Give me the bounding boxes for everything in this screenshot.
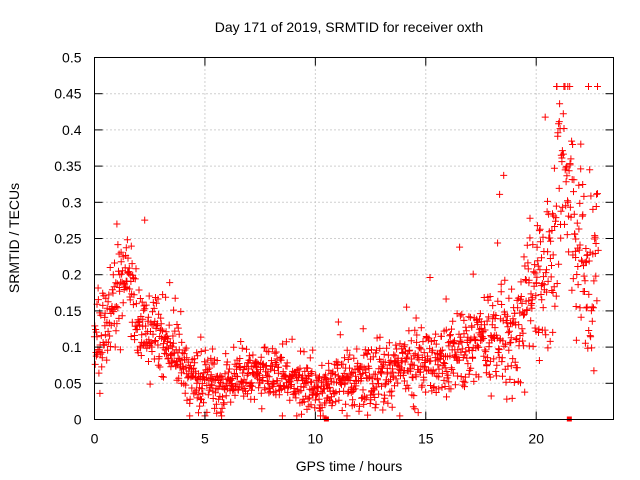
y-tick-label: 0	[74, 412, 82, 428]
x-axis-label: GPS time / hours	[296, 458, 403, 474]
y-tick-label: 0.05	[54, 375, 81, 391]
chart-title: Day 171 of 2019, SRMTID for receiver oxt…	[215, 19, 483, 35]
y-tick-label: 0.25	[54, 231, 81, 247]
y-tick-labels: 0 0.05 0.1 0.15 0.2 0.25 0.3 0.35 0.4 0.45 0.5	[54, 50, 81, 428]
y-tick-label: 0.4	[62, 122, 82, 138]
x-tick-label: 15	[418, 431, 434, 447]
y-axis-label: SRMTID / TECUs	[6, 183, 22, 293]
x-tick-labels: 0 5 10 15 20	[91, 431, 545, 447]
scatter-points	[90, 83, 602, 420]
y-tick-label: 0.45	[54, 86, 81, 102]
plot-frame	[94, 57, 614, 420]
y-tick-label: 0.5	[62, 50, 82, 66]
data-points	[90, 83, 602, 420]
grid	[94, 57, 614, 420]
x-tick-label: 0	[91, 431, 99, 447]
y-tick-label: 0.15	[54, 303, 81, 319]
x-tick-label: 5	[201, 431, 209, 447]
x-tick-label: 20	[528, 431, 544, 447]
tick-marks	[94, 57, 614, 420]
y-tick-label: 0.1	[62, 339, 82, 355]
y-tick-label: 0.35	[54, 158, 81, 174]
x-tick-label: 10	[308, 431, 324, 447]
y-tick-label: 0.3	[62, 194, 82, 210]
y-tick-label: 0.2	[62, 267, 82, 283]
